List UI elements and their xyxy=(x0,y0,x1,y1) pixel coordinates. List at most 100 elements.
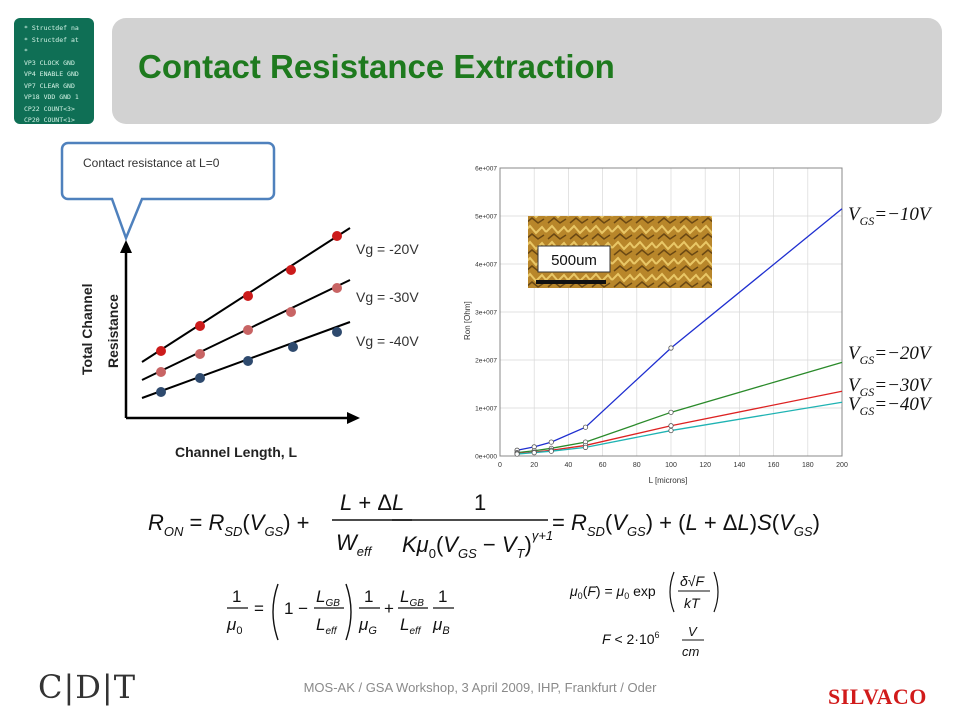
svg-text:μ0: μ0 xyxy=(226,615,242,637)
svg-text:=: = xyxy=(254,599,264,618)
series-point xyxy=(548,439,554,445)
svg-text:F < 2·106: F < 2·106 xyxy=(602,630,660,647)
code-line: VP3 CLOCK GND xyxy=(24,58,75,67)
point-vg40 xyxy=(156,387,166,397)
series-point xyxy=(668,409,674,415)
x-tick-label: 100 xyxy=(665,462,677,469)
series-point xyxy=(514,451,520,457)
mobility-equation: 1 μ0 = 1 − LGB Leff 1 μG + LGB Leff 1 μB xyxy=(226,583,454,641)
point-vg20 xyxy=(156,346,166,356)
series-point xyxy=(548,448,554,454)
svg-text:Leff: Leff xyxy=(316,615,338,637)
point-vg40 xyxy=(195,373,205,383)
svg-text:cm: cm xyxy=(682,644,700,659)
schematic-xlabel: Channel Length, L xyxy=(175,444,298,460)
y-tick-label: 3e+007 xyxy=(475,310,497,317)
eq-frac1-num: L + ΔL xyxy=(340,490,404,515)
point-vg30 xyxy=(195,349,205,359)
schematic-ylabel-line1: Total Channel xyxy=(79,283,95,375)
footer-text: MOS-AK / GSA Workshop, 3 April 2009, IHP… xyxy=(303,680,657,695)
point-vg20 xyxy=(195,321,205,331)
callout-bubble xyxy=(60,141,276,242)
y-tick-label: 2e+007 xyxy=(475,358,497,365)
series-line xyxy=(517,401,843,455)
x-tick-label: 200 xyxy=(836,462,848,469)
series-line xyxy=(517,361,843,454)
svg-text:μG: μG xyxy=(358,615,377,637)
slide-title: Contact Resistance Extraction xyxy=(138,48,615,85)
point-vg30 xyxy=(243,325,253,335)
eq-frac2-den: Kμ0(VGS − VT)γ+1 xyxy=(402,528,553,561)
code-line: CP22 COUNT<3> xyxy=(24,104,75,113)
point-vg30 xyxy=(332,283,342,293)
y-tick-label: 4e+007 xyxy=(475,262,497,269)
series-label-vg30: Vg = -30V xyxy=(356,289,419,305)
point-vg30 xyxy=(156,367,166,377)
silvaco-logo: SILVACO xyxy=(828,684,927,709)
series-point xyxy=(668,423,674,429)
chart-ticks: 0 20 40 60 80 100 120 140 160 180 200 0e+000 1e+007 2… xyxy=(475,166,848,470)
svg-text:1: 1 xyxy=(232,587,241,606)
series-point xyxy=(668,427,674,434)
x-tick-label: 40 xyxy=(565,462,573,469)
cdt-logo: C|D|T xyxy=(38,668,137,706)
svg-text:LGB: LGB xyxy=(400,587,424,609)
svg-text:μB: μB xyxy=(432,615,450,637)
point-vg40 xyxy=(288,342,298,352)
y-tick-label: 6e+007 xyxy=(475,166,497,173)
code-line: * Structdef at xyxy=(24,35,79,44)
point-vg40 xyxy=(243,356,253,366)
chart-ylabel: Ron [Ohm] xyxy=(463,301,472,340)
svg-text:Leff: Leff xyxy=(400,615,422,637)
callout-text: Contact resistance at L=0 xyxy=(83,156,220,170)
y-axis-arrow xyxy=(120,240,132,253)
code-thumbnail-image: * Structdef na * Structdef at * VP3 CLOC… xyxy=(14,18,94,124)
svg-text:δ√F: δ√F xyxy=(680,573,705,589)
eq-frac1-den: Weff xyxy=(336,530,373,559)
x-tick-label: 80 xyxy=(633,462,641,469)
point-vg20 xyxy=(243,291,253,301)
eq-rhs: = RSD(VGS) + (L + ΔL)S(VGS) xyxy=(552,510,820,539)
scale-label-box xyxy=(537,245,611,273)
svg-text:1: 1 xyxy=(438,587,447,606)
series-point xyxy=(582,424,589,430)
code-line: CP20 COUNT<1> xyxy=(24,116,75,124)
code-line: VP4 ENABLE GND xyxy=(24,70,79,78)
y-tick-label: 0e+000 xyxy=(475,454,497,461)
svg-text:+: + xyxy=(384,599,394,618)
schematic-ylabel-line2: Resistance xyxy=(105,294,121,368)
svg-text:V: V xyxy=(688,624,698,639)
svg-text:kT: kT xyxy=(684,595,701,611)
x-tick-label: 20 xyxy=(530,462,538,469)
svg-text:LGB: LGB xyxy=(316,587,340,609)
chart-xlabel: L [microns] xyxy=(649,476,688,485)
series-label-vg40: Vg = -40V xyxy=(356,333,419,349)
eq-frac2-num: 1 xyxy=(474,490,486,515)
svg-text:1: 1 xyxy=(364,587,373,606)
code-line: VP7 CLEAR GND xyxy=(24,81,75,90)
code-line: * Structdef na xyxy=(24,24,79,32)
ron-equation: RON = RSD(VGS) + L + ΔL Weff 1 Kμ0(VGS −… xyxy=(148,490,820,561)
x-tick-label: 180 xyxy=(802,462,814,469)
scale-bar xyxy=(536,280,606,284)
field-mobility-equation: μ0(F) = μ0 exp δ√F kT F < 2·106 V cm xyxy=(569,571,719,659)
y-tick-label: 1e+007 xyxy=(475,406,497,413)
series-line xyxy=(516,208,843,451)
chart-series xyxy=(514,208,843,457)
series-point xyxy=(582,444,589,450)
scale-label: 500um xyxy=(551,252,597,269)
x-axis-arrow xyxy=(347,412,360,424)
point-vg20 xyxy=(332,231,342,241)
x-tick-label: 160 xyxy=(768,462,780,469)
series-point xyxy=(531,450,537,456)
x-tick-label: 120 xyxy=(699,462,711,469)
chart-frame xyxy=(499,167,843,457)
code-line: VP18 VDD GND 1 xyxy=(24,93,79,101)
header-band xyxy=(112,18,942,124)
point-vg40 xyxy=(332,327,342,337)
svg-text:1 −: 1 − xyxy=(284,599,308,618)
x-tick-label: 0 xyxy=(498,462,502,469)
svg-text:μ0(F) = μ0 exp: μ0(F) = μ0 exp xyxy=(569,583,656,601)
point-vg30 xyxy=(286,307,296,317)
